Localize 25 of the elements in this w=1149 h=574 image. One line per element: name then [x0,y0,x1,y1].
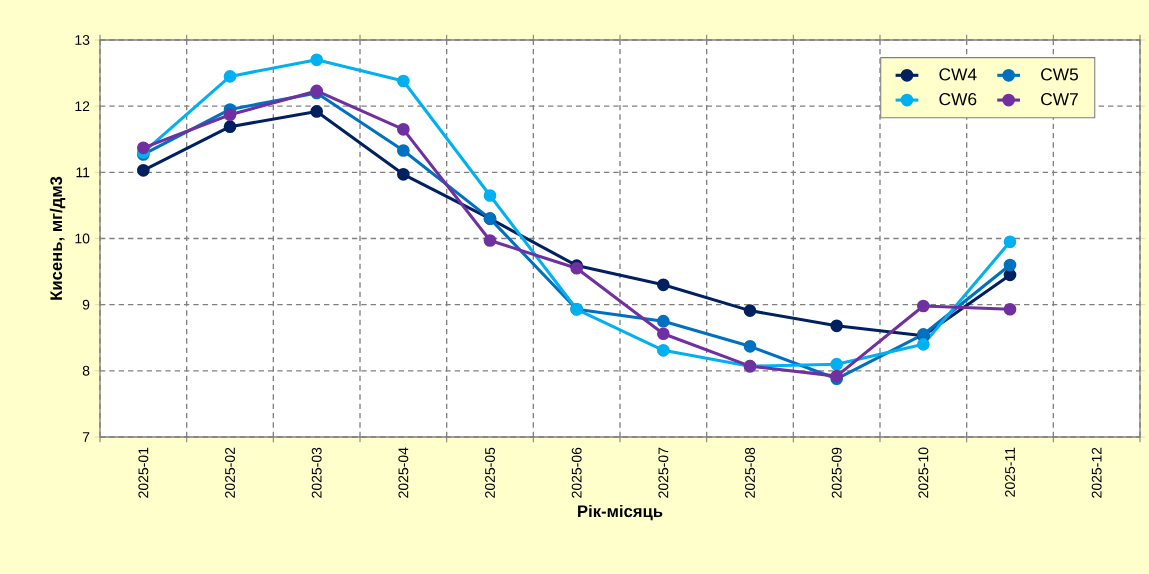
y-tick-label: 8 [82,365,90,376]
legend-label: CW4 [939,68,977,81]
y-tick-label: 11 [76,167,90,178]
x-tick-label: 2025-06 [571,447,582,498]
y-tick-label: 9 [82,299,90,310]
legend-label: CW7 [1041,93,1078,106]
x-tick-label: 2025-11 [1005,447,1015,497]
x-tick-label: 2025-01 [138,447,149,498]
x-tick-label: 2025-10 [918,447,929,498]
y-tick-label: 12 [75,101,90,112]
y-tick-label: 10 [75,233,90,244]
x-tick-label: 2025-05 [485,447,495,498]
x-tick-label: 2025-03 [311,447,322,498]
x-tick-label: 2025-09 [831,447,842,498]
x-tick-label: 2025-07 [658,447,669,498]
x-axis-title: Рік-місяць [578,504,663,521]
y-axis-title: Кисень, мг/дм3 [49,176,66,300]
legend-label: CW6 [939,93,977,106]
y-tick-label: 7 [82,432,90,442]
x-tick-label: 2025-12 [1091,447,1102,498]
x-tick-label: 2025-04 [398,447,409,498]
x-tick-label: 2025-08 [745,447,755,498]
x-tick-label: 2025-02 [225,447,235,498]
legend-label: CW5 [1041,68,1079,81]
y-tick-label: 13 [75,35,90,45]
